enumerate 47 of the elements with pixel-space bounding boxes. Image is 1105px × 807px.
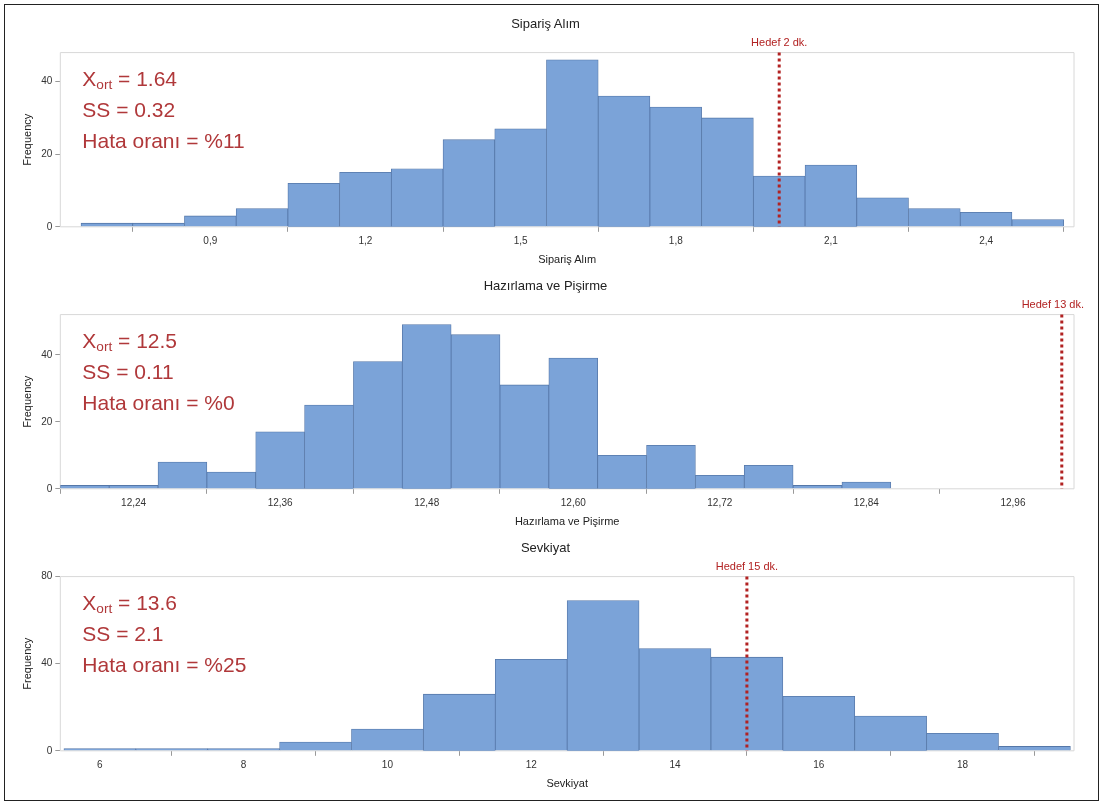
y-axis-title: Frequency: [20, 637, 33, 690]
annotation: SS = 0.32: [82, 98, 176, 122]
y-tick-label: 80: [41, 570, 53, 582]
y-tick-label: 40: [41, 348, 53, 360]
y-axis-title: Frequency: [20, 375, 33, 428]
x-tick-label: 8: [240, 758, 247, 770]
annotation: Hata oranı = %11: [82, 129, 245, 153]
x-tick-label: 12,24: [121, 496, 147, 508]
x-tick-label: 12,36: [267, 496, 294, 508]
annotation: SS = 2.1: [82, 622, 164, 646]
x-tick-label: 1,8: [668, 234, 684, 246]
annotation: Hata oranı = %0: [82, 391, 235, 415]
y-tick-label: 20: [41, 147, 53, 159]
annotation: SS = 0.11: [82, 360, 174, 384]
y-tick-label: 20: [41, 415, 53, 427]
chart-title: Sevkiyat: [520, 540, 571, 556]
y-tick-label: 0: [46, 482, 53, 494]
y-axis-title: Frequency: [20, 113, 33, 166]
x-axis-title: Sipariş Alım: [538, 253, 597, 266]
x-tick-label: 10: [381, 758, 394, 770]
x-tick-label: 16: [813, 758, 825, 770]
x-tick-label: 1,2: [358, 234, 373, 246]
ref-line-label: Hedef 13 dk.: [1021, 298, 1084, 311]
x-axis-title: Sevkiyat: [546, 777, 588, 790]
y-tick-label: 0: [46, 744, 53, 756]
y-tick-label: 40: [41, 75, 53, 87]
x-tick-label: 12,60: [560, 496, 587, 508]
x-tick-label: 0,9: [203, 234, 218, 246]
y-tick-label: 0: [46, 220, 53, 232]
x-tick-label: 12: [525, 758, 538, 770]
y-tick-label: 40: [41, 657, 53, 669]
ref-line-label: Hedef 15 dk.: [715, 560, 779, 573]
ref-line-label: Hedef 2 dk.: [751, 36, 808, 49]
chart-title: Sipariş Alım: [511, 16, 580, 32]
x-tick-label: 1,5: [513, 234, 528, 246]
x-tick-label: 18: [957, 758, 969, 770]
x-tick-label: 12,48: [414, 496, 440, 508]
x-tick-label: 2,4: [979, 234, 994, 246]
x-tick-label: 12,84: [853, 496, 880, 508]
x-axis-title: Hazırlama ve Pişirme: [514, 515, 620, 528]
x-tick-label: 14: [669, 758, 681, 770]
x-tick-label: 12,72: [707, 496, 733, 508]
x-tick-label: 6: [97, 758, 104, 770]
chart-title: Hazırlama ve Pişirme: [483, 278, 608, 294]
x-tick-label: 2,1: [823, 234, 839, 246]
annotation: Hata oranı = %25: [82, 653, 247, 677]
x-tick-label: 12,96: [1000, 496, 1026, 508]
